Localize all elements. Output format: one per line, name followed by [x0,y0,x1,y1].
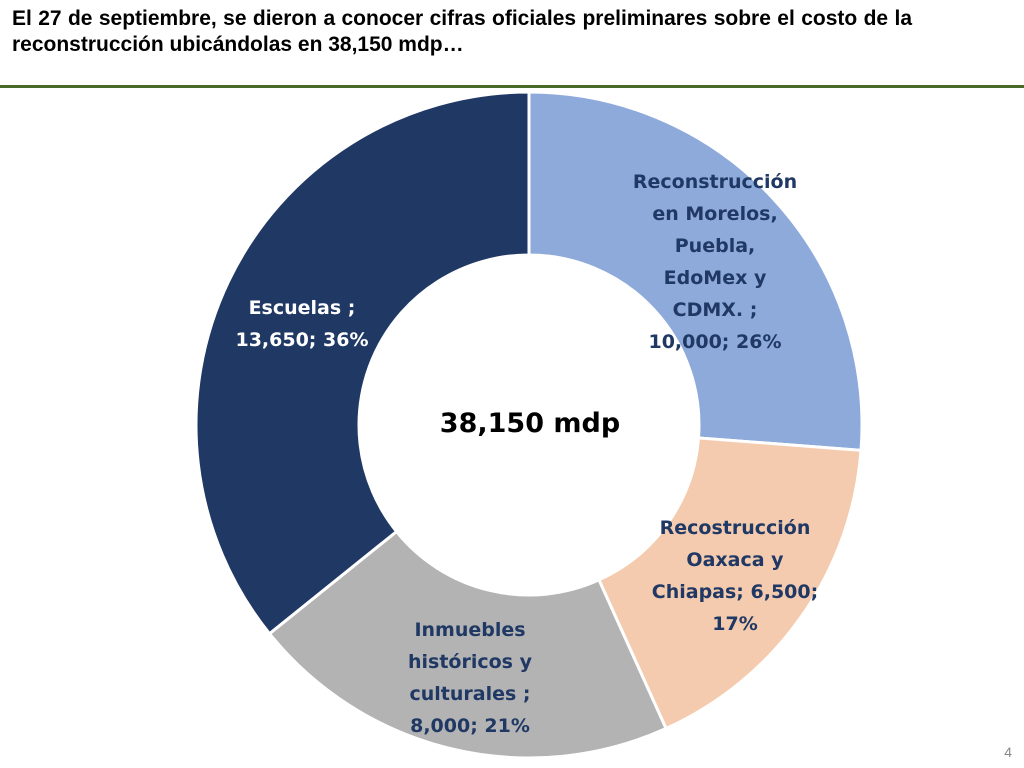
page-number: 4 [1004,744,1012,760]
donut-center-total: 38,150 mdp [439,408,621,439]
slide-title: El 27 de septiembre, se dieron a conocer… [12,7,912,56]
donut-slice-3 [194,90,531,636]
donut-slice-2 [267,529,669,760]
slice-label-reconstruccion-centro: Reconstrucción en Morelos, Puebla, EdoMe… [632,171,798,353]
slice-label-inmuebles: Inmuebles históricos y culturales ; 8,00… [408,619,532,737]
slice-label-oaxaca-chiapas: Recostrucción Oaxaca y Chiapas; 6,500; 1… [651,517,819,635]
slice-label-escuelas: Escuelas ; 13,650; 36% [235,297,369,351]
donut-slice-0 [527,90,864,452]
title-divider [0,85,1024,88]
donut-slice-1 [596,436,863,731]
